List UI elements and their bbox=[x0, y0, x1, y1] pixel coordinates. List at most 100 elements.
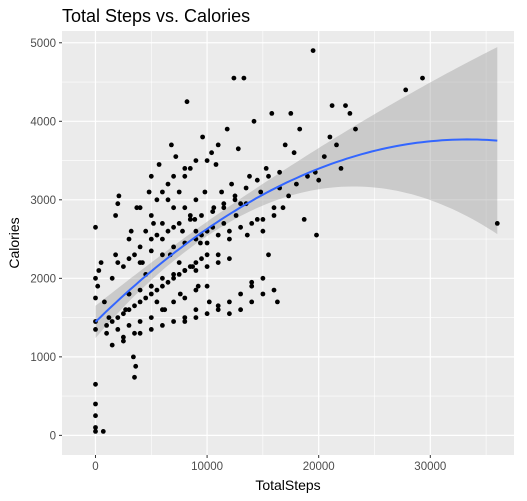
data-point bbox=[165, 228, 171, 234]
data-point bbox=[121, 311, 126, 317]
data-point bbox=[193, 228, 199, 234]
data-point bbox=[137, 205, 143, 211]
data-point bbox=[204, 283, 210, 289]
data-point bbox=[204, 252, 210, 258]
data-point bbox=[199, 256, 204, 262]
data-point bbox=[310, 48, 316, 53]
data-point bbox=[109, 319, 115, 324]
data-point bbox=[93, 401, 98, 407]
data-point bbox=[128, 228, 134, 234]
data-point bbox=[227, 236, 232, 242]
data-point bbox=[93, 327, 98, 332]
data-point bbox=[282, 142, 288, 148]
data-point bbox=[100, 429, 106, 434]
data-point bbox=[113, 252, 118, 258]
data-point bbox=[321, 154, 327, 160]
x-tick-label: 10000 bbox=[191, 461, 223, 473]
y-tick-label: 1000 bbox=[30, 352, 56, 364]
data-point bbox=[193, 260, 199, 265]
data-point bbox=[160, 189, 165, 195]
data-point bbox=[160, 283, 165, 289]
data-point bbox=[93, 275, 98, 281]
data-point bbox=[327, 134, 333, 140]
data-point bbox=[184, 99, 190, 105]
data-point bbox=[182, 295, 188, 301]
data-point bbox=[93, 224, 98, 230]
data-point bbox=[334, 142, 339, 148]
data-point bbox=[148, 173, 154, 179]
data-point bbox=[171, 205, 177, 211]
data-point bbox=[297, 126, 303, 132]
data-point bbox=[338, 166, 344, 171]
data-point bbox=[148, 213, 154, 218]
data-point bbox=[93, 413, 98, 419]
chart-title: Total Steps vs. Calories bbox=[62, 6, 251, 26]
x-tick-label: 0 bbox=[92, 461, 98, 473]
data-point bbox=[291, 150, 297, 156]
data-point bbox=[206, 299, 212, 305]
smooth-trend-line bbox=[94, 138, 498, 323]
data-point bbox=[229, 181, 235, 187]
data-point bbox=[260, 217, 266, 222]
data-point bbox=[154, 299, 160, 305]
data-point bbox=[137, 319, 143, 324]
data-point bbox=[137, 299, 143, 305]
data-point bbox=[420, 75, 425, 81]
y-tick-label: 4000 bbox=[30, 116, 56, 128]
data-point bbox=[148, 291, 154, 297]
data-point bbox=[215, 307, 221, 313]
data-point bbox=[244, 232, 250, 238]
data-point bbox=[132, 303, 137, 309]
y-tick-label: 3000 bbox=[30, 195, 56, 207]
data-point bbox=[301, 217, 307, 222]
data-point bbox=[151, 221, 156, 226]
data-point bbox=[182, 173, 188, 179]
data-point bbox=[96, 268, 102, 273]
data-point bbox=[148, 283, 154, 289]
data-point bbox=[109, 275, 115, 281]
data-point bbox=[316, 177, 322, 183]
data-point bbox=[195, 283, 201, 289]
data-point bbox=[254, 217, 260, 222]
data-point bbox=[148, 315, 154, 320]
data-point bbox=[143, 295, 149, 301]
data-point bbox=[93, 425, 98, 430]
data-point bbox=[176, 260, 182, 265]
data-point bbox=[109, 342, 115, 348]
data-point bbox=[238, 307, 244, 313]
data-point bbox=[171, 244, 177, 250]
data-point bbox=[215, 260, 221, 265]
data-point bbox=[210, 209, 216, 215]
data-point bbox=[219, 189, 225, 195]
data-point bbox=[227, 299, 232, 305]
data-point bbox=[182, 268, 188, 273]
data-point bbox=[126, 323, 132, 328]
data-point bbox=[198, 240, 203, 246]
plot-panel bbox=[62, 31, 514, 455]
data-point bbox=[182, 319, 188, 324]
data-point bbox=[160, 221, 165, 226]
data-point bbox=[146, 189, 152, 195]
data-point bbox=[106, 315, 112, 320]
data-point bbox=[260, 228, 266, 234]
data-point bbox=[171, 173, 177, 179]
y-tick-label: 2000 bbox=[30, 273, 56, 285]
data-point bbox=[209, 150, 215, 156]
data-point bbox=[132, 252, 137, 258]
y-tick-label: 0 bbox=[50, 430, 56, 442]
data-point bbox=[176, 221, 182, 226]
data-point bbox=[202, 189, 208, 195]
data-point bbox=[294, 181, 299, 187]
data-point bbox=[227, 228, 232, 234]
data-point bbox=[266, 252, 271, 258]
data-point bbox=[249, 279, 255, 285]
data-point bbox=[215, 142, 221, 148]
data-point bbox=[102, 299, 107, 305]
data-point bbox=[213, 162, 219, 167]
data-point bbox=[171, 275, 177, 281]
data-point bbox=[121, 264, 126, 269]
data-point bbox=[182, 315, 188, 320]
data-point bbox=[353, 126, 358, 132]
data-point bbox=[232, 193, 238, 199]
